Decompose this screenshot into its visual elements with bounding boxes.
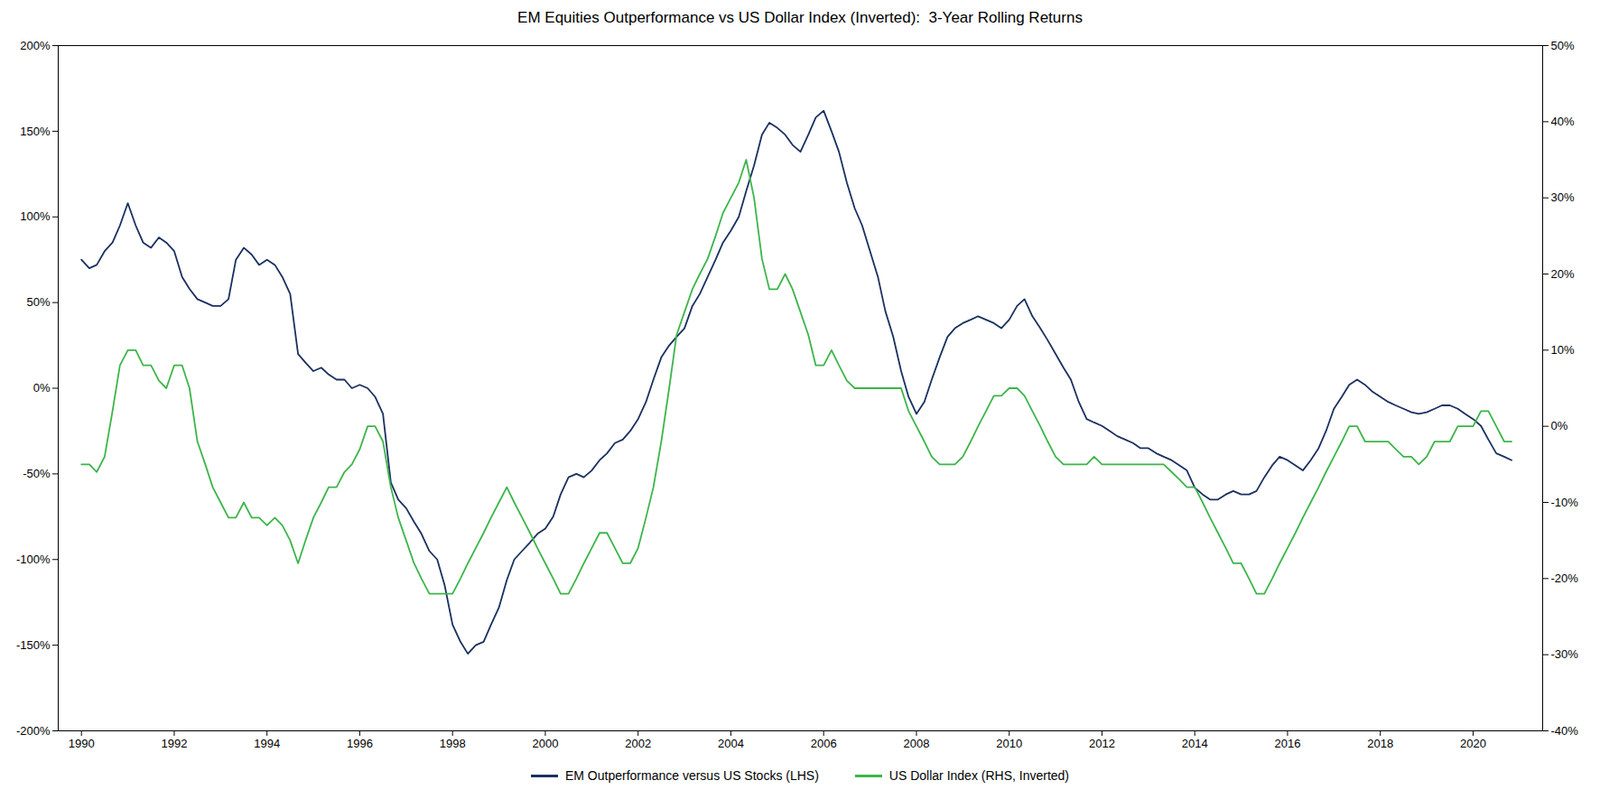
- svg-text:2008: 2008: [902, 736, 930, 751]
- svg-text:-20%: -20%: [1551, 571, 1580, 586]
- svg-text:2004: 2004: [717, 736, 745, 751]
- svg-text:-40%: -40%: [1551, 724, 1580, 738]
- svg-text:1996: 1996: [346, 736, 373, 751]
- svg-text:0%: 0%: [33, 381, 51, 395]
- svg-text:2010: 2010: [995, 736, 1023, 751]
- html-text:EM Equities Outperformance vs: EM Equities Outperformance vs US Dollar …: [517, 9, 1083, 27]
- svg-text:1990: 1990: [68, 736, 95, 751]
- svg-text:-30%: -30%: [1551, 647, 1580, 661]
- svg-text:50%: 50%: [1551, 38, 1575, 53]
- svg-text:2014: 2014: [1181, 736, 1209, 751]
- svg-text:100%: 100%: [19, 209, 51, 224]
- svg-text:2018: 2018: [1367, 736, 1394, 751]
- svg-text:40%: 40%: [1551, 114, 1575, 129]
- svg-text:2006: 2006: [810, 736, 838, 751]
- svg-text:2002: 2002: [624, 736, 652, 751]
- svg-text:-50%: -50%: [22, 466, 51, 481]
- svg-text:2000: 2000: [531, 736, 559, 751]
- svg-text:50%: 50%: [26, 295, 50, 309]
- svg-text:1992: 1992: [160, 736, 187, 751]
- svg-text:1998: 1998: [439, 736, 466, 751]
- svg-text:2020: 2020: [1460, 736, 1487, 751]
- svg-text:2012: 2012: [1088, 736, 1116, 751]
- svg-text:200%: 200%: [19, 38, 51, 53]
- svg-text:-10%: -10%: [1551, 495, 1580, 510]
- html-text:US Dollar Index (RHS, Inverted: US Dollar Index (RHS, Inverted): [889, 768, 1070, 783]
- svg-text:150%: 150%: [19, 124, 51, 139]
- svg-text:30%: 30%: [1551, 190, 1575, 205]
- svg-text:1994: 1994: [253, 736, 280, 751]
- svg-text:0%: 0%: [1551, 418, 1569, 433]
- svg-text:-150%: -150%: [16, 638, 51, 652]
- svg-text:-100%: -100%: [16, 552, 51, 567]
- html-text:EM Outperformance versus US St: EM Outperformance versus US Stocks (LHS): [565, 768, 819, 783]
- svg-text:2016: 2016: [1274, 736, 1301, 751]
- svg-text:20%: 20%: [1551, 267, 1575, 281]
- svg-text:-200%: -200%: [16, 724, 51, 738]
- svg-text:10%: 10%: [1551, 343, 1575, 357]
